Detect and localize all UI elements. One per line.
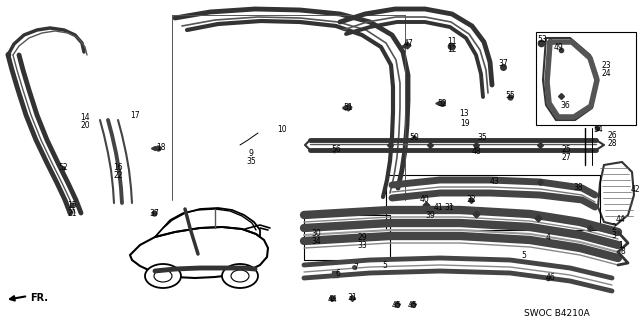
Text: 23: 23 [601, 60, 611, 69]
Text: 51: 51 [343, 102, 353, 111]
Text: 45: 45 [407, 300, 417, 309]
Text: 26: 26 [607, 131, 617, 140]
Text: 46: 46 [545, 274, 555, 283]
Text: 43: 43 [489, 178, 499, 187]
Text: 31: 31 [347, 293, 357, 302]
Text: 14: 14 [80, 114, 90, 123]
Text: 44: 44 [327, 295, 337, 305]
Text: 4: 4 [545, 233, 550, 242]
Text: 37: 37 [498, 59, 508, 68]
Text: 35: 35 [477, 133, 487, 142]
Text: 34: 34 [311, 237, 321, 246]
Ellipse shape [145, 264, 181, 288]
Text: 48: 48 [471, 148, 481, 156]
Text: 2: 2 [612, 222, 616, 231]
Text: 13: 13 [459, 108, 469, 117]
Text: 44: 44 [615, 215, 625, 225]
Text: 54: 54 [593, 125, 603, 134]
Text: 7: 7 [353, 262, 358, 271]
Text: 49: 49 [553, 44, 563, 52]
Text: 15: 15 [67, 201, 77, 210]
Text: 55: 55 [505, 92, 515, 100]
Text: 32: 32 [466, 196, 476, 204]
Text: 45: 45 [391, 300, 401, 309]
Text: 21: 21 [67, 209, 77, 218]
Text: 8: 8 [621, 247, 625, 257]
Text: 11: 11 [447, 37, 457, 46]
Text: 1: 1 [619, 241, 623, 250]
Text: 52: 52 [437, 99, 447, 108]
Text: 3: 3 [612, 230, 616, 239]
Text: 27: 27 [561, 154, 571, 163]
Text: 50: 50 [409, 133, 419, 142]
Text: 6: 6 [335, 268, 340, 277]
Text: 40: 40 [420, 196, 430, 204]
Text: 36: 36 [560, 100, 570, 109]
Text: 5: 5 [522, 251, 527, 260]
Text: 38: 38 [573, 183, 583, 193]
Text: 18: 18 [156, 143, 166, 153]
Text: 33: 33 [357, 241, 367, 250]
Text: 10: 10 [277, 125, 287, 134]
Text: 30: 30 [311, 229, 321, 238]
Text: 47: 47 [403, 39, 413, 49]
Text: 41: 41 [433, 204, 443, 212]
Text: 9: 9 [248, 148, 253, 157]
Text: 35: 35 [246, 156, 256, 165]
Text: 37: 37 [149, 209, 159, 218]
Text: 24: 24 [601, 68, 611, 77]
Text: 31: 31 [444, 203, 454, 212]
Text: SWOC B4210A: SWOC B4210A [524, 308, 589, 317]
Text: 42: 42 [630, 186, 640, 195]
Text: 12: 12 [447, 45, 457, 54]
Text: 20: 20 [80, 122, 90, 131]
Text: 16: 16 [113, 164, 123, 172]
Text: 53: 53 [537, 36, 547, 44]
Text: 39: 39 [425, 211, 435, 220]
Text: 22: 22 [113, 172, 123, 180]
Text: 29: 29 [357, 233, 367, 242]
Text: 25: 25 [561, 146, 571, 155]
Text: 56: 56 [331, 146, 341, 155]
Text: 28: 28 [607, 139, 617, 148]
Text: 52: 52 [58, 164, 68, 172]
Text: FR.: FR. [30, 293, 48, 303]
Text: 19: 19 [460, 118, 470, 127]
Text: 5: 5 [383, 260, 387, 269]
Text: 17: 17 [130, 110, 140, 119]
Ellipse shape [222, 264, 258, 288]
